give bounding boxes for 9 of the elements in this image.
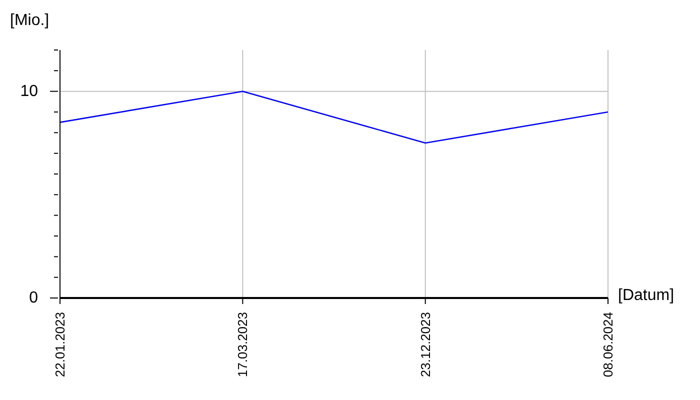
x-tick-label: 22.01.2023 [52, 312, 68, 378]
y-tick-label: 0 [29, 290, 38, 306]
x-tick-label: 23.12.2023 [418, 312, 433, 378]
y-tick-label: 10 [20, 82, 38, 100]
x-tick-label: 17.03.2023 [235, 312, 250, 378]
x-tick-label: 08.06.2024 [600, 312, 616, 378]
x-axis-title: [Datum] [618, 287, 674, 305]
line-series [60, 90, 608, 144]
y-axis-title: [Mio.] [10, 12, 50, 30]
